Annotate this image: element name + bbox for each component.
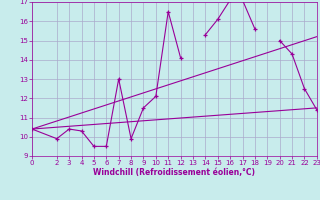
X-axis label: Windchill (Refroidissement éolien,°C): Windchill (Refroidissement éolien,°C) [93,168,255,177]
